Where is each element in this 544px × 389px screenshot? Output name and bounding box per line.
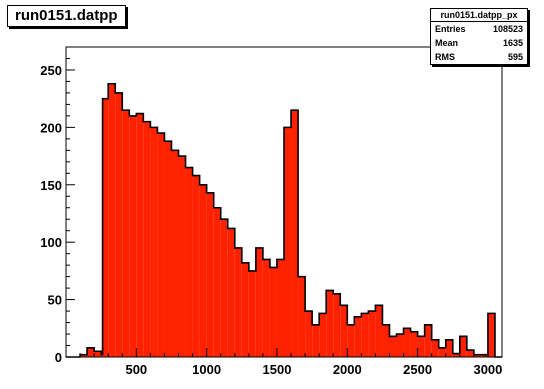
- histogram-bin: [403, 328, 411, 357]
- histogram-bin: [382, 324, 390, 357]
- x-tick-label: 1000: [192, 362, 221, 377]
- histogram-bin: [171, 150, 179, 357]
- histogram-bin: [319, 313, 327, 357]
- histogram-bin: [473, 354, 481, 357]
- histogram-bin: [445, 339, 453, 357]
- histogram-bin: [185, 167, 193, 357]
- stats-row-mean: Mean 1635: [431, 36, 527, 50]
- histogram-bin: [206, 192, 214, 357]
- histogram-bin: [255, 247, 263, 357]
- y-tick-label: 50: [48, 293, 62, 308]
- stats-value-entries: 108523: [492, 24, 523, 34]
- x-tick-label: 2500: [403, 362, 432, 377]
- plot-border: [65, 46, 503, 358]
- histogram-bin: [375, 305, 383, 357]
- y-axis: 0 50 100 150 200 250: [40, 46, 75, 365]
- stats-row-entries: Entries 108523: [431, 22, 527, 36]
- histogram-bin: [438, 347, 446, 357]
- histogram-marks: [66, 82, 502, 358]
- stats-value-mean: 1635: [502, 38, 523, 48]
- histogram-bin: [291, 110, 299, 357]
- histogram-bin: [389, 336, 397, 357]
- histogram-bin: [157, 133, 165, 357]
- y-tick-label: 0: [55, 350, 62, 365]
- histogram-bin: [452, 353, 460, 357]
- histogram-bin: [80, 354, 88, 357]
- histogram-bin: [340, 305, 348, 357]
- histogram-bin: [431, 339, 439, 357]
- histogram-bin: [396, 334, 404, 357]
- histogram-bin: [143, 121, 151, 357]
- histogram-outline: [66, 82, 502, 358]
- x-tick-label: 3000: [473, 362, 502, 377]
- histogram-bin: [333, 293, 341, 357]
- histogram-bin: [305, 311, 313, 357]
- histogram-bin: [326, 290, 334, 357]
- histogram-bin: [269, 267, 277, 357]
- histogram-bin: [178, 156, 186, 357]
- histogram-bin: [192, 175, 200, 357]
- histogram-bin: [410, 331, 418, 357]
- x-axis: 500 1000 1500 2000 2500 3000: [79, 348, 502, 377]
- histogram-bin: [164, 141, 172, 357]
- histogram-bin: [276, 259, 284, 357]
- histogram-bin: [354, 316, 362, 357]
- histogram-bin: [248, 270, 256, 357]
- histogram-bin: [284, 127, 292, 358]
- histogram-bin: [459, 336, 467, 357]
- histogram-bin: [262, 259, 270, 357]
- histogram-bin: [129, 115, 137, 357]
- histogram-bin: [487, 313, 495, 357]
- chart-title: run0151.datpp: [7, 5, 126, 27]
- histogram-bin: [466, 350, 474, 357]
- histogram-bin: [136, 113, 144, 357]
- histogram-bin: [312, 324, 320, 357]
- histogram-bin: [417, 336, 425, 357]
- histogram-bin: [102, 98, 109, 358]
- stats-value-rms: 595: [507, 52, 523, 62]
- histogram-bin: [220, 219, 228, 357]
- stats-label-rms: RMS: [435, 52, 455, 62]
- y-tick-label: 250: [40, 63, 62, 78]
- x-tick-label: 2000: [333, 362, 362, 377]
- histogram-bin: [199, 184, 207, 357]
- stats-label-mean: Mean: [435, 38, 459, 48]
- histogram-bin: [298, 276, 306, 357]
- histogram-bin: [241, 262, 249, 357]
- histogram-bin: [101, 354, 103, 357]
- histogram-bin: [227, 228, 235, 357]
- histogram-bin: [234, 247, 242, 357]
- stats-box: run0151.datpp_px Entries 108523 Mean 163…: [430, 8, 528, 65]
- histogram-bin: [347, 324, 355, 357]
- y-tick-label: 100: [40, 235, 62, 250]
- x-tick-label: 1500: [263, 362, 292, 377]
- histogram-bin: [480, 354, 488, 357]
- x-tick-label: 500: [125, 362, 147, 377]
- histogram-bin: [213, 207, 221, 357]
- histogram-bin: [94, 351, 102, 357]
- histogram-bin: [108, 83, 116, 358]
- stats-row-rms: RMS 595: [431, 50, 527, 64]
- histogram-bin: [87, 347, 95, 357]
- y-tick-label: 200: [40, 120, 62, 135]
- histogram-bin: [150, 127, 158, 358]
- histogram-bin: [361, 313, 369, 357]
- histogram-bin: [424, 324, 432, 357]
- histogram-bin: [115, 92, 123, 357]
- stats-name: run0151.datpp_px: [431, 9, 527, 22]
- y-tick-label: 150: [40, 178, 62, 193]
- stats-label-entries: Entries: [435, 24, 466, 34]
- histogram-bin: [122, 110, 130, 357]
- histogram-bin: [368, 311, 376, 357]
